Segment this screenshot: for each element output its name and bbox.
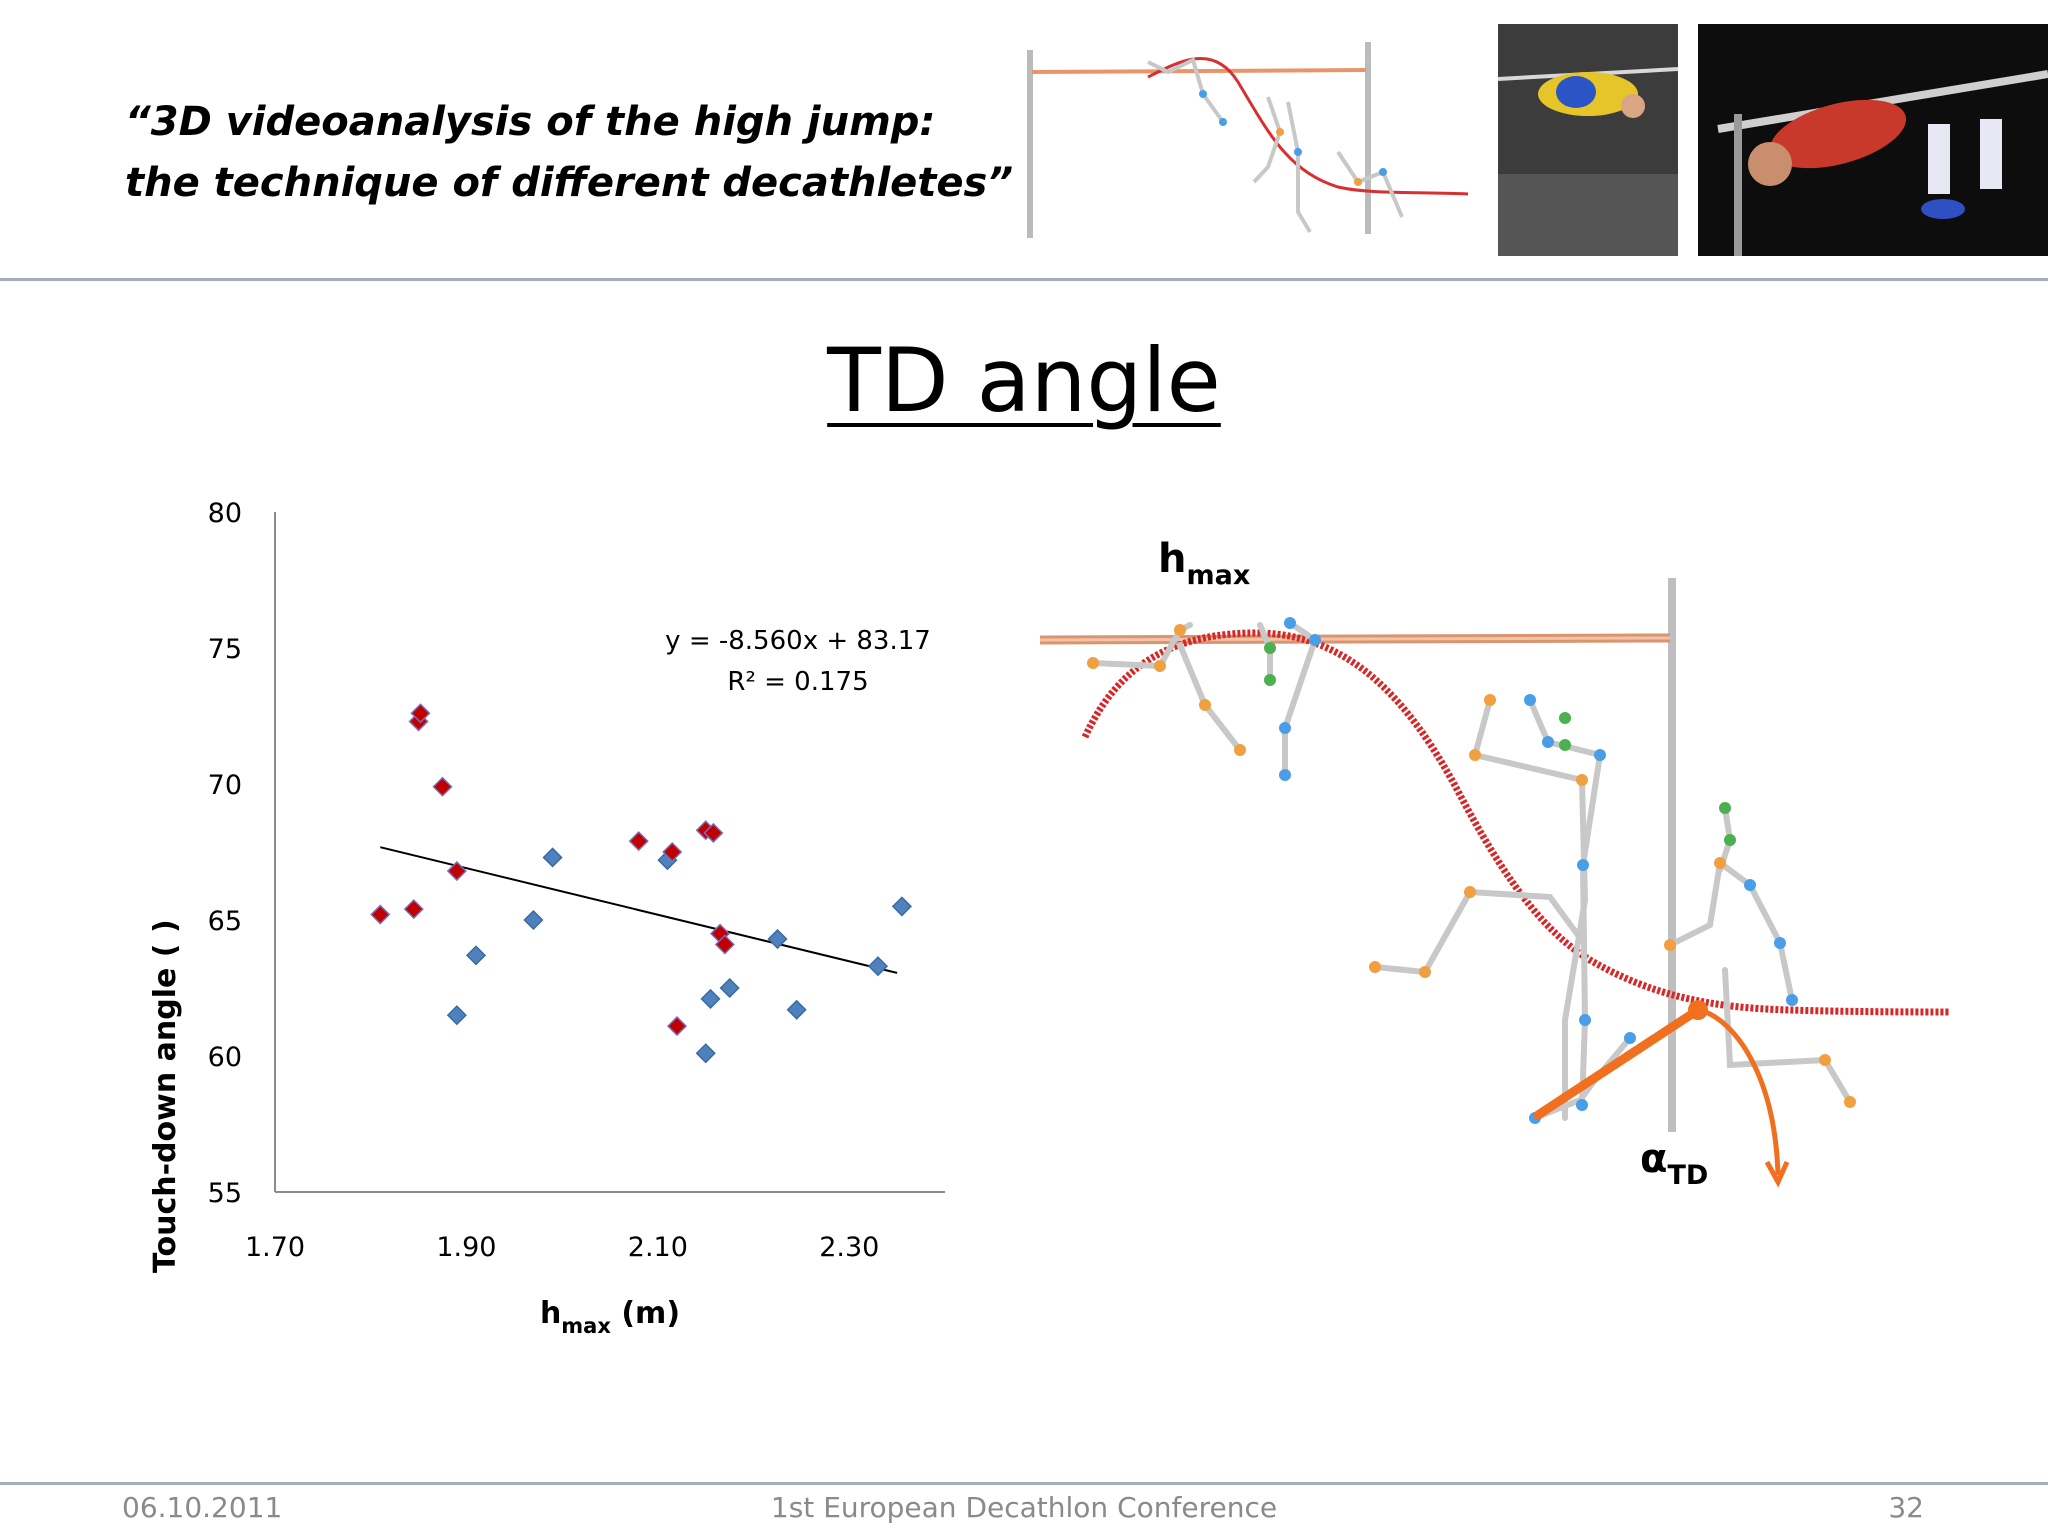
y-tick-label: 75 [208,634,242,665]
alpha-td-label-main: α [1640,1136,1667,1182]
data-point [465,945,487,966]
x-tick-label: 2.30 [819,1232,879,1263]
x-tick-label: 2.10 [628,1232,688,1263]
x-axis-label-sub: max [561,1314,611,1338]
x-axis-label: hmax (m) [540,1296,680,1338]
data-point [695,1043,716,1064]
y-tick-label: 60 [208,1042,242,1073]
data-point [767,928,788,950]
footer-date: 06.10.2011 [122,1491,283,1524]
y-tick-label: 65 [208,906,242,937]
x-tick-label: 1.70 [245,1232,305,1263]
footer-conference: 1st European Decathlon Conference [770,1491,1278,1524]
data-point [370,904,391,925]
data-point [867,956,889,977]
data-point [432,776,453,797]
td-angle-arc [1699,1007,1781,1176]
td-angle-arrow-icon [1764,1160,1790,1188]
data-point [666,1016,688,1037]
data-point [786,999,807,1020]
data-point [446,860,467,882]
alpha-td-label-sub: TD [1667,1160,1708,1191]
hmax-label-sub: max [1186,560,1250,591]
data-point [719,977,740,999]
data-point [403,899,424,920]
presentation-title-line-2: the technique of different decathletes” [125,160,1014,206]
footer-page-number: 32 [1888,1491,1924,1524]
header-divider [0,278,2048,281]
y-axis-label: Touch-down angle ( ) [148,919,183,1273]
data-point [714,934,735,955]
td-angle-line [1533,1005,1703,1120]
footer-divider [0,1482,2048,1485]
trendline-equation: y = -8.560x + 83.17 [665,626,931,656]
hmax-label-main: h [1158,540,1186,582]
jump-trajectory-diagram: hmax αTD [1030,536,2030,1220]
hmax-label: hmax [1158,540,1250,591]
trendline [380,846,898,974]
scatter-chart-svg: 55 60 65 70 75 80 1.70 1.90 2.10 2.30 y = -8.560x… [148,498,945,1338]
data-point [628,831,649,852]
data-point [703,822,724,844]
data-point [446,1005,467,1026]
presentation-title: “3D videoanalysis of the high jump: the … [125,92,1025,214]
x-tick-label: 1.90 [436,1232,496,1263]
data-point [410,703,431,724]
data-point [523,909,544,931]
x-axis-label-unit: (m) [611,1296,680,1331]
y-tick-label: 55 [208,1178,242,1209]
data-point [542,847,563,868]
jump-trajectory-svg: hmax αTD [1039,536,1951,1191]
header-images [1018,22,2048,258]
alpha-td-label: αTD [1640,1136,1708,1191]
scatter-chart: 55 60 65 70 75 80 1.70 1.90 2.10 2.30 y = -8.560x… [0,470,1000,1370]
x-axis-label-main: h [540,1296,561,1331]
y-tick-label: 80 [208,498,242,529]
slide-title: TD angle [827,329,1221,432]
data-point [662,841,683,863]
athlete-photo-2 [1698,24,2048,256]
athlete-photo-1 [1497,24,1679,256]
data-point [891,896,912,917]
trendline-r2: R² = 0.175 [727,667,868,697]
header-jump-sketch [1027,42,1469,238]
presentation-title-line-1: “3D videoanalysis of the high jump: [125,99,936,145]
y-tick-label: 70 [208,770,242,801]
data-point [700,988,721,1009]
